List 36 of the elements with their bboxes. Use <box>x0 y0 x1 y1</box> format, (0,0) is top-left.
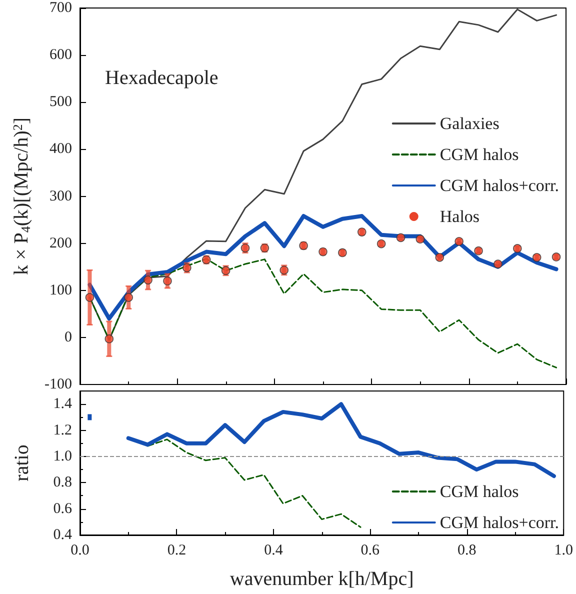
x-tick-label: 0.0 <box>70 542 90 558</box>
y-tick-label: 1.2 <box>53 422 72 438</box>
y-tick-label: 300 <box>50 188 72 204</box>
legend-label: Galaxies <box>440 114 500 133</box>
x-tick-label: 1.0 <box>554 542 573 558</box>
point <box>104 334 114 344</box>
y-tick-label: 1.4 <box>53 396 72 412</box>
y-tick-label: 500 <box>50 94 72 110</box>
point <box>85 293 94 302</box>
legend-label: CGM halos <box>440 145 519 164</box>
y-tick-label: 100 <box>50 282 72 298</box>
point <box>124 293 133 302</box>
y-axis-title: ratio <box>11 444 33 482</box>
annotation: Hexadecapole <box>105 67 218 89</box>
y-tick-label: -100 <box>44 376 72 392</box>
legend-label: CGM halos+corr. <box>440 176 560 195</box>
point <box>163 276 172 286</box>
point <box>144 276 152 284</box>
legend-label: Halos <box>440 207 480 226</box>
y-tick-label: 0.4 <box>53 527 72 543</box>
x-tick-label: 0.4 <box>264 542 284 558</box>
y-tick-label: 200 <box>50 235 72 252</box>
x-tick-label: 0.8 <box>458 542 476 558</box>
y-tick-label: 0.8 <box>53 474 72 491</box>
y-axis-title: k × P4(k)[(Mpc/h)2] <box>10 117 33 276</box>
x-tick-label: 0.2 <box>167 542 186 558</box>
y-tick-label: 1.0 <box>53 448 72 464</box>
x-tick-label: 0.6 <box>360 542 380 558</box>
y-tick-label: 0 <box>64 329 72 346</box>
legend-label: CGM halos <box>440 482 519 501</box>
legend-label: CGM halos+corr. <box>440 513 560 532</box>
x-axis-title: wavenumber k[h/Mpc] <box>230 568 414 590</box>
y-tick-label: 0.6 <box>53 500 72 517</box>
y-tick-label: 700 <box>50 0 72 16</box>
y-tick-label: 600 <box>50 47 72 64</box>
y-tick-label: 400 <box>50 141 72 158</box>
